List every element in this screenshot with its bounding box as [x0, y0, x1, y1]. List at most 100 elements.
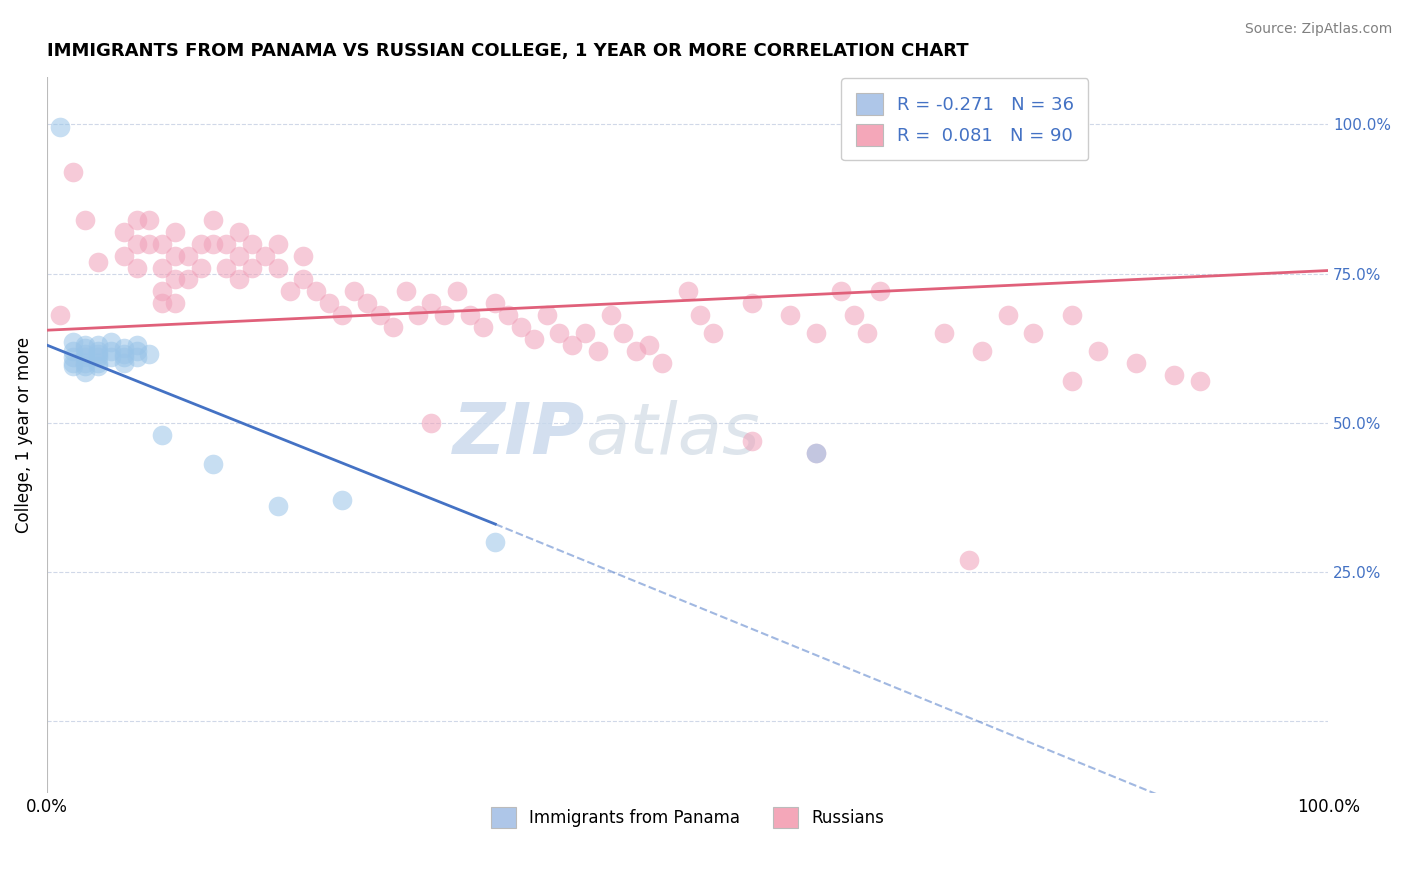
Point	[112, 249, 135, 263]
Point	[125, 344, 148, 359]
Point	[190, 236, 212, 251]
Point	[536, 308, 558, 322]
Point	[150, 236, 173, 251]
Point	[215, 236, 238, 251]
Point	[523, 332, 546, 346]
Point	[446, 285, 468, 299]
Point	[368, 308, 391, 322]
Point	[356, 296, 378, 310]
Point	[150, 285, 173, 299]
Point	[574, 326, 596, 341]
Point	[62, 359, 84, 373]
Point	[202, 212, 225, 227]
Point	[804, 445, 827, 459]
Point	[48, 120, 70, 135]
Point	[240, 236, 263, 251]
Point	[150, 260, 173, 275]
Point	[138, 347, 160, 361]
Point	[87, 344, 110, 359]
Point	[1087, 344, 1109, 359]
Point	[1125, 356, 1147, 370]
Point	[112, 225, 135, 239]
Point	[305, 285, 328, 299]
Point	[676, 285, 699, 299]
Point	[125, 260, 148, 275]
Point	[651, 356, 673, 370]
Point	[266, 236, 288, 251]
Point	[842, 308, 865, 322]
Point	[484, 296, 506, 310]
Point	[112, 350, 135, 364]
Point	[408, 308, 430, 322]
Point	[496, 308, 519, 322]
Point	[548, 326, 571, 341]
Point	[586, 344, 609, 359]
Point	[87, 356, 110, 370]
Point	[125, 236, 148, 251]
Point	[561, 338, 583, 352]
Point	[804, 445, 827, 459]
Point	[75, 338, 97, 352]
Point	[75, 365, 97, 379]
Point	[125, 350, 148, 364]
Point	[228, 225, 250, 239]
Point	[150, 296, 173, 310]
Legend: Immigrants from Panama, Russians: Immigrants from Panama, Russians	[484, 801, 891, 834]
Point	[381, 320, 404, 334]
Point	[1022, 326, 1045, 341]
Point	[702, 326, 724, 341]
Point	[395, 285, 418, 299]
Point	[484, 535, 506, 549]
Point	[87, 347, 110, 361]
Point	[75, 347, 97, 361]
Point	[100, 335, 122, 350]
Point	[125, 338, 148, 352]
Point	[163, 225, 186, 239]
Point	[228, 249, 250, 263]
Point	[112, 347, 135, 361]
Point	[433, 308, 456, 322]
Point	[638, 338, 661, 352]
Point	[471, 320, 494, 334]
Point	[804, 326, 827, 341]
Point	[240, 260, 263, 275]
Point	[100, 344, 122, 359]
Point	[75, 359, 97, 373]
Point	[458, 308, 481, 322]
Point	[330, 493, 353, 508]
Point	[599, 308, 621, 322]
Point	[741, 434, 763, 448]
Point	[689, 308, 711, 322]
Point	[87, 254, 110, 268]
Point	[62, 356, 84, 370]
Point	[266, 500, 288, 514]
Point	[741, 296, 763, 310]
Point	[163, 249, 186, 263]
Point	[163, 272, 186, 286]
Point	[626, 344, 648, 359]
Point	[62, 344, 84, 359]
Text: Source: ZipAtlas.com: Source: ZipAtlas.com	[1244, 22, 1392, 37]
Point	[510, 320, 533, 334]
Point	[163, 296, 186, 310]
Point	[932, 326, 955, 341]
Point	[779, 308, 801, 322]
Point	[228, 272, 250, 286]
Point	[292, 249, 315, 263]
Point	[957, 553, 980, 567]
Point	[612, 326, 634, 341]
Point	[856, 326, 879, 341]
Point	[1163, 368, 1185, 382]
Point	[1060, 374, 1083, 388]
Point	[1188, 374, 1211, 388]
Text: ZIP: ZIP	[453, 401, 585, 469]
Point	[318, 296, 340, 310]
Point	[87, 338, 110, 352]
Point	[202, 458, 225, 472]
Point	[215, 260, 238, 275]
Point	[48, 308, 70, 322]
Point	[869, 285, 891, 299]
Point	[343, 285, 366, 299]
Point	[177, 249, 200, 263]
Point	[420, 296, 443, 310]
